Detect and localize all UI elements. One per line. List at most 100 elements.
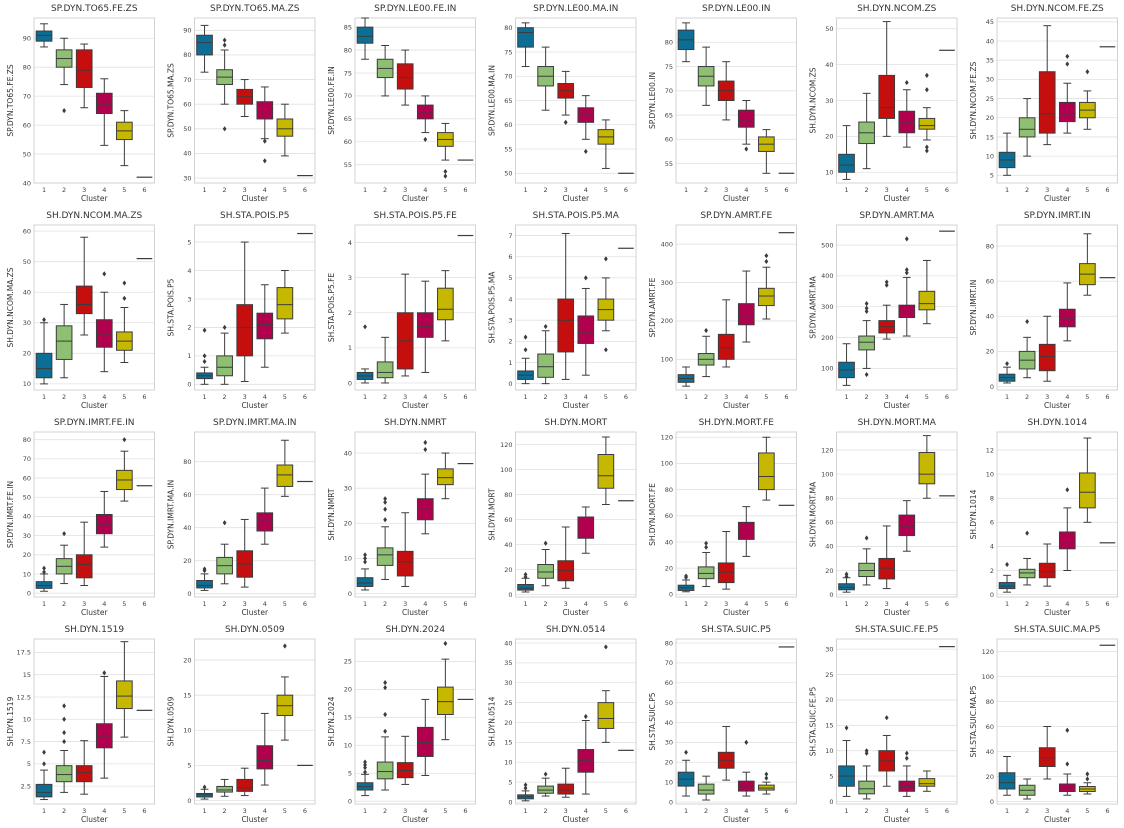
iqr-box — [858, 335, 875, 351]
y-tick-label: 50 — [23, 150, 31, 158]
plot-frame — [836, 17, 958, 184]
cluster-box-5 — [116, 280, 133, 363]
outlier-point — [222, 126, 227, 132]
outlier-point — [42, 761, 46, 767]
chart-title: SP.DYN.IMRT.IN — [1024, 211, 1091, 221]
x-axis-label: Cluster — [402, 194, 430, 203]
cluster-box-4 — [95, 670, 113, 779]
x-tick-label: 1 — [363, 600, 367, 608]
cluster-box-2 — [216, 520, 233, 585]
y-tick-label: 5 — [27, 760, 31, 768]
cluster-box-2 — [216, 37, 233, 132]
outlier-point — [1025, 318, 1030, 325]
outlier-point — [884, 279, 889, 285]
iqr-box — [737, 521, 755, 540]
plot-frame — [996, 431, 1118, 598]
y-tick-label: 50 — [23, 258, 31, 266]
cluster-box-4 — [1058, 282, 1076, 342]
x-axis-label: Cluster — [241, 815, 269, 824]
x-tick-label: 1 — [42, 186, 46, 194]
outlier-point — [904, 79, 909, 86]
x-tick-label: 2 — [865, 807, 869, 815]
y-tick-label: 10 — [344, 742, 352, 750]
cluster-box-4 — [1058, 727, 1076, 796]
outlier-point — [523, 571, 528, 578]
y-tick-label: 6 — [508, 253, 512, 261]
y-tick-label: 60 — [183, 100, 191, 108]
plot-frame — [515, 17, 637, 184]
cluster-box-4 — [577, 506, 595, 554]
plot-frame — [194, 224, 316, 391]
iqr-box — [256, 745, 274, 770]
x-tick-label: 6 — [1105, 807, 1109, 815]
outlier-point — [924, 72, 929, 78]
x-tick-label: 5 — [764, 393, 768, 401]
x-tick-label: 3 — [82, 186, 86, 194]
outlier-point — [42, 317, 46, 323]
outlier-point — [443, 640, 448, 647]
x-tick-label: 6 — [784, 807, 788, 815]
cluster-box-3 — [75, 740, 93, 795]
x-tick-label: 1 — [1005, 807, 1009, 815]
plot-frame — [515, 638, 637, 805]
y-tick-label: 30 — [23, 319, 31, 327]
y-axis-label: SH.STA.SUIC.MA.P5 — [969, 685, 978, 757]
y-tick-label: 40 — [23, 513, 31, 521]
y-axis-label: SH.DYN.MORT.FE — [648, 483, 657, 546]
outlier-point — [904, 236, 909, 242]
x-tick-label: 4 — [423, 393, 427, 401]
iqr-box — [437, 287, 454, 321]
iqr-box — [537, 353, 554, 378]
x-tick-label: 4 — [1065, 186, 1069, 194]
y-tick-label: 55 — [665, 160, 673, 168]
y-tick-label: 15 — [344, 714, 352, 722]
cluster-box-2 — [1018, 98, 1036, 157]
cluster-box-4 — [737, 270, 755, 343]
plot-frame — [33, 17, 155, 184]
cluster-box-3 — [396, 49, 414, 106]
iqr-box — [196, 580, 213, 589]
y-tick-label: 20 — [504, 566, 512, 574]
y-tick-label: 80 — [665, 639, 673, 647]
iqr-box — [95, 723, 113, 749]
iqr-box — [517, 27, 534, 48]
plot-frame — [33, 431, 155, 598]
y-tick-label: 60 — [504, 121, 512, 129]
y-tick-label: 60 — [825, 519, 833, 527]
x-tick-label: 4 — [744, 600, 748, 608]
cluster-box-1 — [677, 749, 695, 797]
cluster-box-5 — [758, 129, 775, 174]
cluster-box-2 — [376, 496, 394, 580]
y-tick-label: 120 — [821, 446, 833, 454]
cluster-box-5 — [758, 771, 775, 795]
cluster-box-3 — [717, 299, 735, 368]
outlier-point — [62, 738, 67, 745]
iqr-box — [878, 74, 896, 119]
x-tick-label: 6 — [303, 600, 307, 608]
x-axis-label: Cluster — [81, 608, 109, 617]
iqr-box — [918, 117, 936, 130]
outlier-point — [864, 301, 869, 307]
cluster-box-4 — [898, 79, 916, 148]
cluster-box-2 — [858, 301, 875, 378]
outlier-point — [62, 108, 67, 114]
cluster-box-1 — [35, 23, 53, 48]
plot-frame — [354, 638, 476, 805]
y-tick-label: 60 — [665, 679, 673, 687]
x-tick-label: 5 — [604, 807, 608, 815]
outlier-point — [844, 725, 849, 731]
outlier-point — [222, 42, 227, 48]
y-axis-label: SH.DYN.2024 — [327, 696, 336, 746]
chart-title: SH.STA.SUIC.P5 — [701, 625, 771, 635]
y-tick-label: 3 — [508, 316, 512, 324]
outlier-point — [884, 715, 889, 721]
x-tick-label: 3 — [885, 393, 889, 401]
chart-panel: 0 20 40 60 80 100 120 1 2 3 4 5 6 SH.DYN.MORT.FE Clust… — [648, 418, 797, 617]
chart-title: SH.DYN.0514 — [546, 625, 606, 635]
cluster-box-4 — [737, 739, 755, 797]
outlier-point — [122, 295, 127, 301]
y-tick-label: 500 — [821, 241, 833, 249]
cluster-box-3 — [1038, 315, 1056, 382]
outlier-point — [363, 759, 367, 765]
cluster-box-5 — [597, 119, 615, 169]
